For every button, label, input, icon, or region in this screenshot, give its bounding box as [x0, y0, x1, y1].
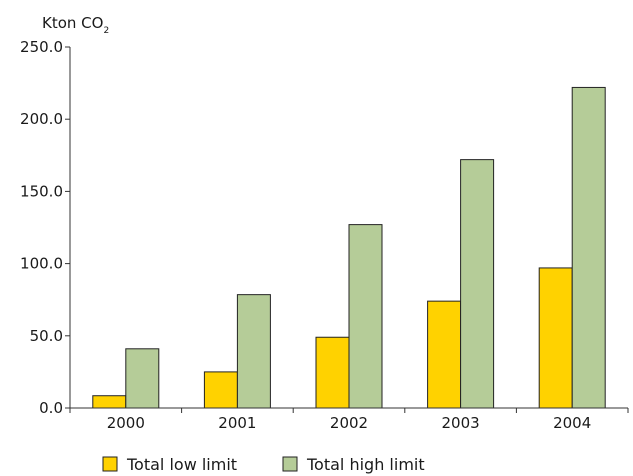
x-ticks-group: 2000 2001 2002 2003 2004	[69, 408, 629, 432]
bar-high-2003	[460, 159, 495, 409]
bar-low-2004	[538, 267, 573, 409]
y-tick-label: 200.0	[20, 110, 63, 128]
y-axis-label-main: Kton CO	[42, 14, 103, 32]
bar-high-2004	[571, 86, 606, 409]
x-tick-label: 2001	[218, 414, 256, 432]
bar-high-2001	[236, 294, 271, 409]
bar-low-2001	[203, 371, 238, 409]
bar-low-2000	[92, 395, 127, 409]
x-tick-label: 2002	[330, 414, 368, 432]
y-tick-label: 50.0	[30, 327, 63, 345]
y-tick-label: 250.0	[20, 38, 63, 56]
bars-group	[92, 86, 606, 409]
y-ticks-group: 0.0 50.0 100.0 150.0 200.0 250.0	[20, 38, 70, 417]
x-tick-label: 2003	[442, 414, 480, 432]
y-tick-label: 100.0	[20, 255, 63, 273]
x-tick-label: 2004	[553, 414, 591, 432]
bar-high-2002	[348, 224, 383, 409]
legend: Total low limit Total high limit	[102, 455, 425, 474]
bar-low-2003	[427, 300, 462, 409]
legend-swatch-high	[282, 456, 298, 472]
legend-swatch-low	[102, 456, 118, 472]
legend-label-low: Total low limit	[126, 455, 237, 474]
x-tick-label: 2000	[107, 414, 145, 432]
bar-low-2002	[315, 336, 350, 409]
legend-label-high: Total high limit	[306, 455, 425, 474]
y-tick-label: 0.0	[39, 399, 63, 417]
bar-high-2000	[125, 348, 160, 409]
y-axis-label: Kton CO2	[42, 14, 109, 36]
y-axis-label-subscript: 2	[103, 26, 109, 36]
y-tick-label: 150.0	[20, 182, 63, 200]
